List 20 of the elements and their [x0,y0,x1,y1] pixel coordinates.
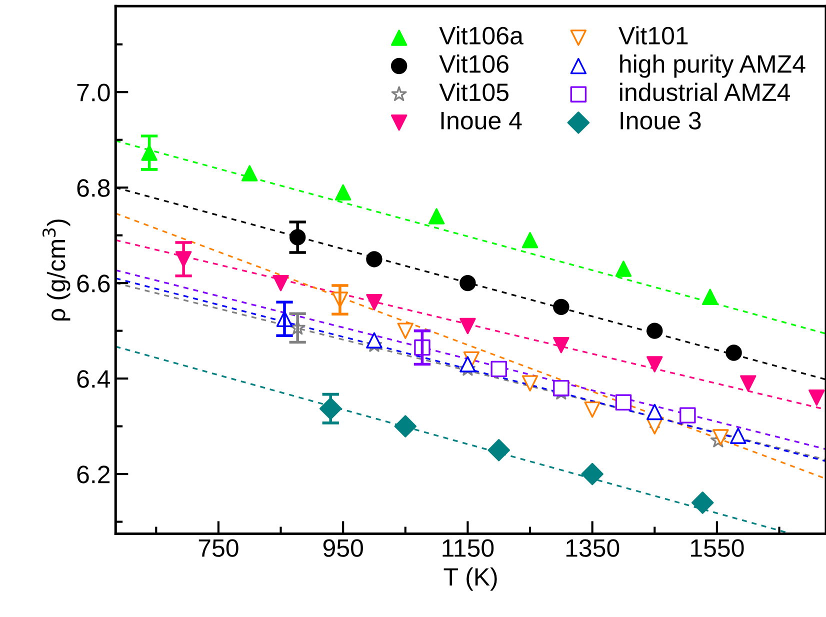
x-tick-label: 1150 [442,539,494,557]
y-tick-label: 6.2 [77,466,110,484]
legend-label: Inoue 3 [620,112,701,130]
y-tick-label: 7.0 [77,84,110,102]
y-axis-title: ρ (g/cm$^{3}$) [42,220,70,320]
x-axis-title: T (K) [444,567,497,591]
legend-label: Vit101 [618,26,688,45]
y-tick-label: 6.6 [77,274,110,292]
legend-label: industrial AMZ4 [620,82,790,102]
x-tick-label: 750 [198,539,238,557]
x-tick-label: 1350 [566,539,620,557]
legend-label: high purity AMZ4 [620,54,806,78]
legend-label: Vit106 [439,54,508,73]
y-tick-label: 6.8 [77,179,110,197]
y-tick-label: 6.4 [77,370,110,388]
legend-label: Inoue 4 [441,112,522,130]
x-tick-label: 950 [323,539,363,557]
legend-label: Vit106a [439,26,524,45]
x-tick-label: 1550 [691,539,744,557]
legend-label: Vit105 [439,82,508,102]
